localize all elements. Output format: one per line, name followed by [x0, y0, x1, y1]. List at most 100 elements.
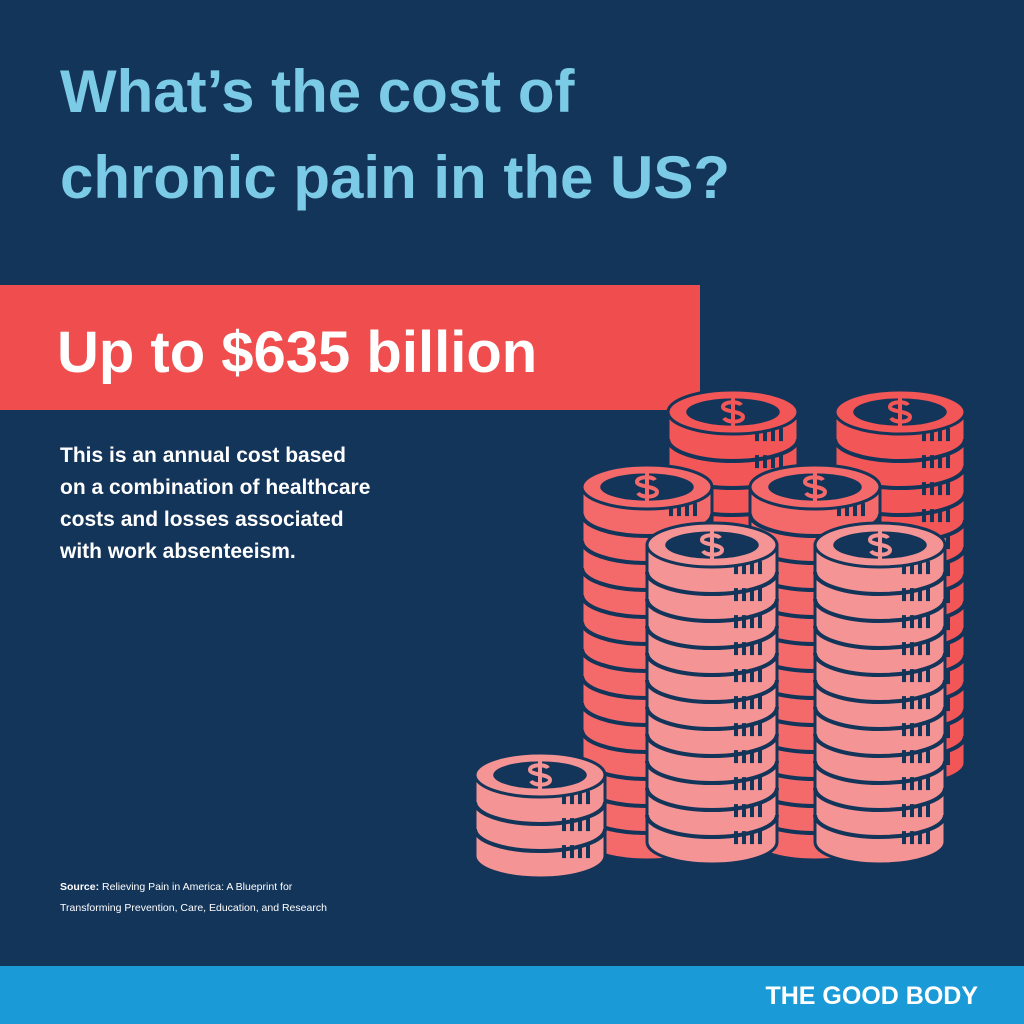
- coin-ridge: [758, 615, 762, 629]
- coin-ridge: [742, 561, 746, 575]
- source-label: Source:: [60, 881, 99, 893]
- coin-ridge: [758, 642, 762, 656]
- coin-ridge: [742, 642, 746, 656]
- coin-ridge: [918, 588, 922, 602]
- coin-edge: [813, 760, 947, 785]
- coin-edge: [645, 787, 779, 812]
- coin-ridge: [771, 455, 775, 469]
- coin-ridge: [750, 615, 754, 629]
- description-line: This is an annual cost based: [60, 444, 346, 467]
- coin-ridge: [922, 428, 926, 442]
- coin-ridge: [910, 615, 914, 629]
- coin-ridge: [926, 777, 930, 791]
- dollar-sign: [867, 530, 893, 560]
- brand-logo: THE GOOD BODY: [765, 982, 978, 1010]
- coin-ridge: [946, 563, 950, 577]
- coin-ridge: [837, 503, 841, 517]
- coin-ridge: [938, 455, 942, 469]
- coin-ridge: [771, 428, 775, 442]
- coin-ridge: [570, 818, 574, 832]
- coin-ridge: [926, 669, 930, 683]
- coin-edge: [813, 733, 947, 758]
- coin-edge: [813, 571, 947, 596]
- coin-edge: [645, 598, 779, 623]
- coin-ridge: [902, 777, 906, 791]
- coin-ridge: [918, 669, 922, 683]
- coin-edge: [813, 625, 947, 650]
- coin-ridge: [946, 536, 950, 550]
- coin-ridge: [926, 804, 930, 818]
- coin-ridge: [910, 696, 914, 710]
- coin-ridge: [902, 723, 906, 737]
- coin-ridge: [734, 642, 738, 656]
- coin-ridge: [758, 831, 762, 845]
- coin-ridge: [902, 750, 906, 764]
- coin-ridge: [926, 723, 930, 737]
- description-line: with work absenteeism.: [59, 540, 296, 563]
- coin-ridge: [902, 669, 906, 683]
- coin-ridge: [902, 804, 906, 818]
- coin-ridge: [742, 588, 746, 602]
- coin-ridge: [918, 696, 922, 710]
- coin-ridge: [677, 503, 681, 517]
- coin-ridge: [910, 777, 914, 791]
- coin-ridge: [779, 428, 783, 442]
- coin-ridge: [946, 590, 950, 604]
- coin-ridge: [578, 845, 582, 859]
- coin-ridge: [910, 831, 914, 845]
- coin-ridge: [861, 503, 865, 517]
- coin-ridge: [742, 723, 746, 737]
- coin-ridge: [918, 642, 922, 656]
- coin-edge: [645, 733, 779, 758]
- coin-ridge: [930, 482, 934, 496]
- coin-ridge: [750, 831, 754, 845]
- coin-ridge: [750, 804, 754, 818]
- coin-edge: [833, 438, 967, 463]
- coin-edge: [813, 679, 947, 704]
- dollar-sign: [527, 760, 553, 790]
- dollar-sign: [887, 397, 913, 427]
- coin-ridge: [742, 804, 746, 818]
- coin-ridge: [755, 455, 759, 469]
- coin-ridge: [918, 831, 922, 845]
- coin-edge: [813, 814, 947, 839]
- coin-ridge: [930, 428, 934, 442]
- coin-ridge: [946, 428, 950, 442]
- coin-ridge: [946, 509, 950, 523]
- coin-ridge: [922, 509, 926, 523]
- coin-ridge: [755, 428, 759, 442]
- coin-ridge: [578, 818, 582, 832]
- coin-ridge: [922, 482, 926, 496]
- coin-ridge: [734, 615, 738, 629]
- coin-ridge: [750, 696, 754, 710]
- coin-ridge: [763, 428, 767, 442]
- title-line: What’s the cost of: [60, 58, 575, 125]
- coin-ridge: [586, 818, 590, 832]
- coin-ridge: [734, 696, 738, 710]
- description-line: on a combination of healthcare: [60, 476, 370, 499]
- coin-ridge: [758, 804, 762, 818]
- coin-ridge: [918, 804, 922, 818]
- coin-ridge: [758, 750, 762, 764]
- coin-ridge: [758, 561, 762, 575]
- coin-edge: [473, 828, 607, 853]
- coin-ridge: [570, 845, 574, 859]
- coin-ridge: [758, 723, 762, 737]
- coin-ridge: [750, 750, 754, 764]
- coin-ridge: [938, 509, 942, 523]
- coin-ridge: [918, 777, 922, 791]
- coin-ridge: [930, 455, 934, 469]
- coin-ridge: [578, 791, 582, 805]
- title-line: chronic pain in the US?: [60, 144, 730, 211]
- coin-ridge: [918, 561, 922, 575]
- coin-ridge: [562, 818, 566, 832]
- coin-edge: [645, 706, 779, 731]
- coin-ridge: [926, 696, 930, 710]
- coin-ridge: [742, 831, 746, 845]
- coin-ridge: [910, 588, 914, 602]
- coin-ridge: [758, 696, 762, 710]
- coin-ridge: [742, 750, 746, 764]
- coin-ridge: [926, 831, 930, 845]
- coin-ridge: [742, 777, 746, 791]
